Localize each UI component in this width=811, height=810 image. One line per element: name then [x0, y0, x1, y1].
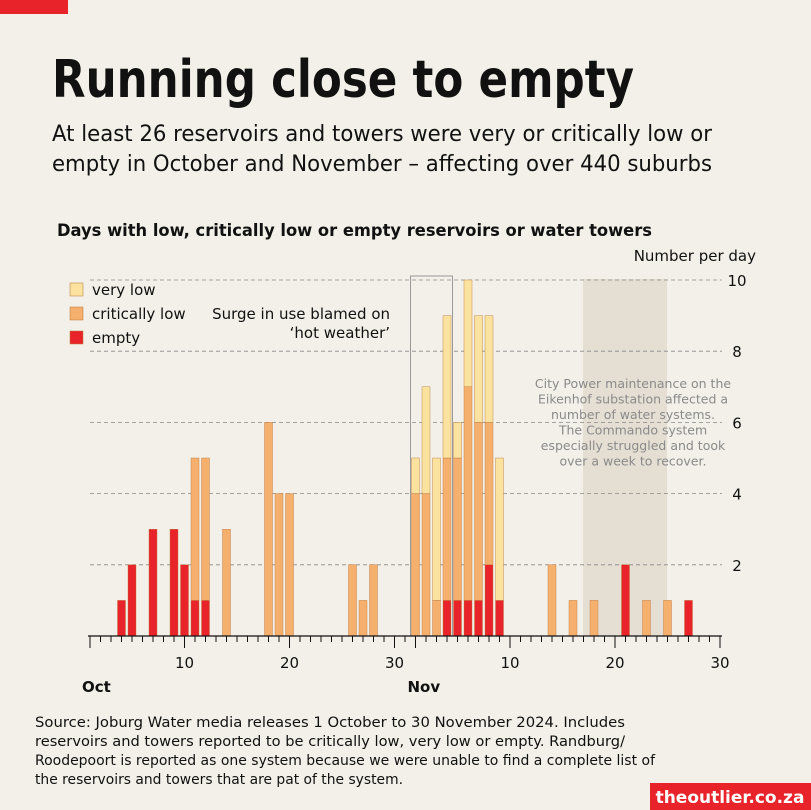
bar-segment [442, 315, 452, 459]
y-axis-label: Number per day [634, 247, 756, 265]
legend-label: empty [92, 329, 140, 347]
bar-segment [411, 457, 420, 494]
y-tick-label: 6 [732, 414, 742, 432]
source: reservoirs and towers reported to be cri… [35, 734, 625, 750]
legend-swatch [69, 306, 84, 321]
bar-segment [589, 600, 599, 637]
bar-segment [484, 422, 494, 565]
bar-segment [663, 600, 672, 637]
x-tick-label: 10 [175, 654, 194, 672]
bar-segment [127, 564, 137, 637]
accent-bar [0, 0, 68, 14]
bar-segment [411, 493, 420, 637]
bar-segment [495, 600, 504, 637]
bar-segment [642, 600, 651, 637]
x-month-label: Oct [82, 678, 111, 696]
bar-segment [201, 457, 210, 601]
bar-segment [180, 564, 189, 637]
bar-segment [463, 600, 473, 637]
x-tick-label: 10 [500, 654, 519, 672]
bar-segment [348, 564, 357, 637]
y-tick-label: 10 [727, 272, 746, 290]
bar-segment [453, 422, 462, 459]
bar-segment [547, 564, 557, 637]
bar-segment [442, 457, 452, 601]
x-month-label: Nov [408, 678, 441, 696]
shaded-note: number of water systems. [551, 407, 715, 422]
bar-segment [201, 600, 210, 637]
shaded-note: The Commando system [558, 423, 707, 438]
bar-segment [442, 600, 452, 637]
bar-segment [621, 564, 630, 637]
x-tick-label: 20 [280, 654, 299, 672]
shaded-note: especially struggled and took [541, 438, 726, 453]
bar-segment [453, 457, 462, 601]
shaded-note: Eikenhof substation affected a [538, 392, 728, 407]
bar-segment [568, 600, 578, 637]
bar-segment [369, 564, 378, 637]
bar-segment [432, 600, 441, 637]
bar-segment [474, 600, 483, 637]
source: Source: Joburg Water media releases 1 Oc… [35, 715, 625, 731]
bar-segment [463, 279, 473, 388]
legend-label: critically low [92, 305, 186, 323]
y-tick-label: 4 [732, 486, 742, 504]
bar-segment [190, 457, 200, 601]
source: Roodepoort is reported as one system bec… [35, 753, 656, 769]
bar-segment [421, 493, 431, 637]
shaded-note: over a week to recover. [560, 454, 707, 469]
x-tick-label: 30 [385, 654, 404, 672]
bar-segment [474, 422, 483, 601]
bar-segment [222, 529, 231, 637]
y-tick-label: 8 [732, 343, 742, 361]
bar-segment [169, 529, 179, 637]
bar-segment [190, 600, 200, 637]
bar-segment [484, 315, 494, 423]
chart-title: Days with low, critically low or empty r… [57, 221, 652, 241]
bar-segment [358, 600, 368, 637]
source: the reservoirs and towers that are pat o… [35, 772, 403, 788]
annotation: Surge in use blamed on [212, 305, 390, 323]
bar-segment [453, 600, 462, 637]
subtitle: empty in October and November – affectin… [52, 152, 712, 177]
bar-segment [484, 564, 494, 637]
brand-box [650, 783, 811, 810]
bar-segment [474, 315, 483, 423]
bar-segment [684, 600, 693, 637]
bar-segment [432, 457, 441, 601]
bar-segment [421, 386, 431, 494]
bar-segment [495, 457, 504, 601]
subtitle: At least 26 reservoirs and towers were v… [52, 122, 713, 147]
bar-segment [264, 422, 273, 637]
title: Running close to empty [52, 50, 634, 110]
x-tick-label: 20 [605, 654, 624, 672]
annotation: ‘hot weather’ [290, 324, 390, 342]
bar-segment [274, 493, 284, 637]
legend-label: very low [92, 281, 156, 299]
brand: theoutlier.co.za [656, 788, 805, 808]
legend-swatch [69, 282, 84, 297]
bar-segment [285, 493, 294, 637]
bar-segment [117, 600, 126, 637]
shaded-note: City Power maintenance on the [535, 376, 731, 391]
y-tick-label: 2 [732, 557, 742, 575]
x-tick-label: 30 [710, 654, 729, 672]
legend-swatch [69, 330, 84, 345]
bar-segment [148, 529, 158, 637]
bar-segment [463, 386, 473, 601]
